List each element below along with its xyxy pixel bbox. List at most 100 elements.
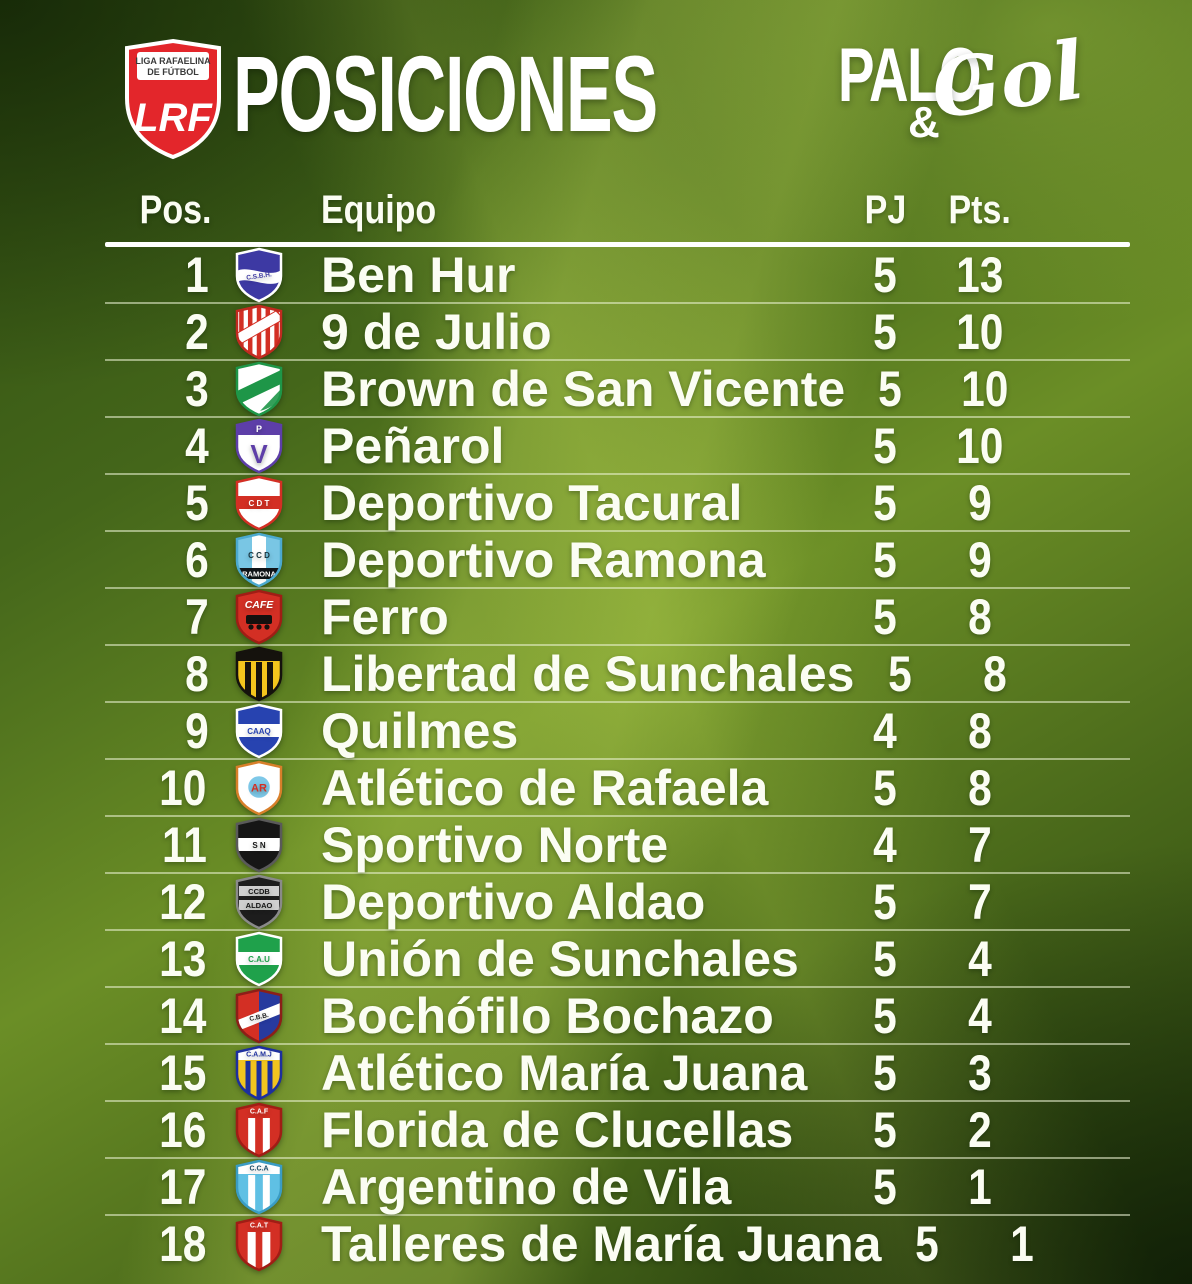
points-value: 1: [1009, 1215, 1034, 1272]
svg-text:C.A.M.J: C.A.M.J: [246, 1052, 272, 1059]
points-value: 4: [968, 930, 992, 987]
position-value: 18: [159, 1215, 207, 1272]
team-name: Deportivo Ramona: [321, 531, 766, 588]
table-row: 3 Brown de San Vicente 5 10: [105, 361, 1130, 418]
team-name: Argentino de Vila: [321, 1158, 732, 1215]
svg-text:C C D: C C D: [248, 551, 270, 560]
deportivo-tacural-crest: C D T: [215, 475, 303, 531]
palo-gol-palo-text: PALO: [838, 33, 982, 118]
bochofilo-bochazo-crest: C.B.B.: [215, 988, 303, 1044]
position-value: 5: [185, 474, 209, 531]
table-row: 1 C.S.B.H. Ben Hur 5 13: [105, 247, 1130, 304]
points-value: 8: [968, 588, 992, 645]
team-name: Peñarol: [321, 417, 505, 474]
column-header-points: Pts.: [948, 187, 1012, 232]
matches-played-value: 4: [873, 816, 897, 873]
points-value: 7: [968, 816, 992, 873]
matches-played-value: 5: [873, 873, 897, 930]
argentino-vila-crest: C.C.A: [215, 1159, 303, 1215]
table-row: 16 C.A.F Florida de Clucellas 5 2: [105, 1102, 1130, 1159]
matches-played-value: 5: [873, 246, 897, 303]
svg-text:C D T: C D T: [249, 499, 270, 508]
points-value: 8: [968, 759, 992, 816]
matches-played-value: 5: [873, 417, 897, 474]
table-row: 14 C.B.B. Bochófilo Bochazo 5 4: [105, 988, 1130, 1045]
atletico-maria-juana-crest: C.A.M.J: [215, 1045, 303, 1101]
ben-hur-crest: C.S.B.H.: [215, 247, 303, 303]
matches-played-value: 5: [873, 987, 897, 1044]
table-row: 6 C C D RAMONA Deportivo Ramona 5 9: [105, 532, 1130, 589]
position-value: 6: [185, 531, 209, 588]
svg-text:C.S.B.H.: C.S.B.H.: [246, 271, 273, 282]
svg-text:C.B.B.: C.B.B.: [249, 1012, 270, 1023]
lrf-league-badge-icon: LIGA RAFAELINA DE FÚTBOL LRF: [125, 38, 221, 160]
nueve-de-julio-crest: [215, 304, 303, 360]
column-header-played: PJ: [864, 187, 906, 232]
svg-text:RAMONA: RAMONA: [242, 570, 276, 579]
matches-played-value: 5: [873, 303, 897, 360]
florida-clucellas-crest: C.A.F: [215, 1102, 303, 1158]
talleres-maria-juana-crest: C.A.T: [215, 1216, 303, 1272]
palo-gol-logo: PALO & Gol: [838, 23, 1118, 172]
deportivo-ramona-crest: C C D RAMONA: [215, 532, 303, 588]
position-value: 9: [185, 702, 209, 759]
table-row: 2 9 de Julio 5 10: [105, 304, 1130, 361]
team-name: Florida de Clucellas: [321, 1101, 794, 1158]
position-value: 14: [159, 987, 207, 1044]
points-value: 2: [968, 1101, 992, 1158]
points-value: 4: [968, 987, 992, 1044]
svg-text:CAFE: CAFE: [245, 599, 275, 611]
position-value: 3: [185, 360, 209, 417]
team-name: Brown de San Vicente: [321, 360, 846, 417]
column-header-pos: Pos.: [139, 187, 211, 232]
badge-line1: LIGA RAFAELINA: [135, 56, 211, 66]
team-name: Deportivo Tacural: [321, 474, 743, 531]
table-row: 5 C D T Deportivo Tacural 5 9: [105, 475, 1130, 532]
table-row: 18 C.A.T Talleres de María Juana 5 1: [105, 1215, 1130, 1272]
table-row: 13 C.A.U Unión de Sunchales 5 4: [105, 931, 1130, 988]
team-name: Atlético de Rafaela: [321, 759, 769, 816]
sportivo-norte-crest: S N: [215, 817, 303, 873]
matches-played-value: 5: [873, 930, 897, 987]
table-row: 12 CCDB ALDAO Deportivo Aldao 5 7: [105, 874, 1130, 931]
table-row: 11 S N Sportivo Norte 4 7: [105, 817, 1130, 874]
position-value: 7: [185, 588, 209, 645]
matches-played-value: 5: [873, 1101, 897, 1158]
matches-played-value: 5: [873, 759, 897, 816]
matches-played-value: 5: [873, 474, 897, 531]
team-name: Sportivo Norte: [321, 816, 669, 873]
points-value: 10: [956, 417, 1004, 474]
palo-gol-ampersand: &: [908, 98, 940, 147]
deportivo-aldao-crest: CCDB ALDAO: [215, 874, 303, 930]
standings-rows: 1 C.S.B.H. Ben Hur 5 13 2 9 de Julio 5 10 3 Brown …: [105, 247, 1130, 1272]
table-row: 17 C.C.A Argentino de Vila 5 1: [105, 1159, 1130, 1216]
team-name: Libertad de Sunchales: [321, 645, 855, 702]
table-row: 15 C.A.M.J Atlético María Juana 5 3: [105, 1045, 1130, 1102]
svg-text:AR: AR: [251, 783, 267, 795]
position-value: 10: [159, 759, 207, 816]
points-value: 13: [956, 246, 1004, 303]
team-name: Talleres de María Juana: [321, 1215, 882, 1272]
matches-played-value: 5: [873, 1044, 897, 1101]
svg-text:CCDB: CCDB: [248, 887, 270, 896]
points-value: 10: [961, 360, 1009, 417]
position-value: 16: [159, 1101, 207, 1158]
position-value: 1: [185, 246, 209, 303]
points-value: 1: [968, 1158, 992, 1215]
brown-san-vicente-crest: [215, 361, 303, 417]
position-value: 12: [159, 873, 207, 930]
position-value: 17: [159, 1158, 207, 1215]
svg-text:V: V: [250, 439, 268, 469]
badge-monogram: LRF: [134, 96, 213, 140]
libertad-sunchales-crest: [215, 646, 303, 702]
standings-table: Pos. Equipo PJ Pts. 1 C.S.B.H. Ben Hur 5 13 2…: [105, 178, 1130, 1272]
matches-played-value: 5: [914, 1215, 939, 1272]
position-value: 8: [185, 645, 209, 702]
points-value: 10: [956, 303, 1004, 360]
points-value: 8: [982, 645, 1007, 702]
matches-played-value: 5: [873, 588, 897, 645]
svg-text:C.A.F: C.A.F: [250, 1109, 269, 1116]
ferro-crest: CAFE: [215, 589, 303, 645]
points-value: 9: [968, 531, 992, 588]
